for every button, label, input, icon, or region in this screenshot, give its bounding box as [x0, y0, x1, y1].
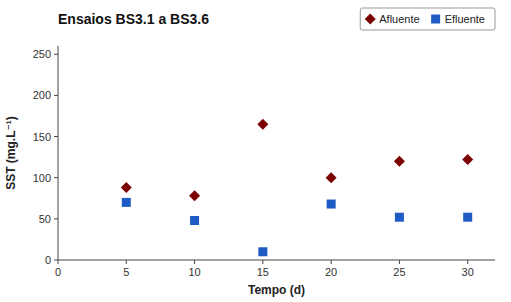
x-tick-label: 15 [257, 266, 269, 278]
y-tick [54, 136, 58, 137]
point [395, 213, 404, 222]
x-tick [126, 260, 127, 264]
series [121, 119, 473, 202]
title: Ensaios BS3.1 a BS3.6 [58, 11, 209, 27]
x-tick [58, 260, 59, 264]
point [189, 190, 200, 201]
point [462, 154, 473, 165]
x-tick-label: 0 [55, 266, 61, 278]
x-tick-label: 20 [325, 266, 337, 278]
x-tick [467, 260, 468, 264]
point [326, 172, 337, 183]
y-tick [54, 95, 58, 96]
x-tick-label: 5 [123, 266, 129, 278]
point [327, 200, 336, 209]
x-tick-label: 25 [393, 266, 405, 278]
legend: Afluente Efluente [360, 8, 495, 30]
axes: 0 5 10 15 20 25 30 0 50 100 150 200 250 [33, 46, 495, 278]
legend-label: Efluente [445, 13, 485, 25]
legend-box [360, 8, 495, 30]
legend-label: Afluente [379, 13, 419, 25]
point [463, 213, 472, 222]
y-tick-label: 200 [33, 89, 51, 101]
point [190, 216, 199, 225]
point [257, 119, 268, 130]
x-tick [331, 260, 332, 264]
y-tick-label: 100 [33, 172, 51, 184]
page: {"chart_data": {"type": "scatter", "titl… [0, 0, 511, 302]
point [122, 198, 131, 207]
y-axis-label: SST (mg.L⁻¹) [4, 116, 18, 190]
legend-marker [365, 14, 376, 25]
legend-marker [431, 15, 440, 24]
y-tick [54, 260, 58, 261]
points [121, 119, 473, 257]
y-tick-label: 0 [45, 254, 51, 266]
x-tick [194, 260, 195, 264]
chart: 0 5 10 15 20 25 30 0 50 100 150 200 250 Tempo (d) SST … [0, 0, 511, 302]
point [121, 182, 132, 193]
y-tick [54, 218, 58, 219]
y-tick [54, 177, 58, 178]
x-axis-label: Tempo (d) [248, 283, 305, 297]
point [394, 156, 405, 167]
y-tick-label: 50 [39, 213, 51, 225]
x-tick-label: 10 [188, 266, 200, 278]
x-tick [399, 260, 400, 264]
x-axis-line [58, 260, 495, 261]
point [258, 247, 267, 256]
series [122, 198, 472, 256]
y-tick-label: 250 [33, 48, 51, 60]
x-tick [262, 260, 263, 264]
y-tick [54, 54, 58, 55]
y-axis-line [58, 46, 59, 260]
chart-container: 0 5 10 15 20 25 30 0 50 100 150 200 250 Tempo (d) SST … [0, 0, 511, 302]
x-tick-label: 30 [462, 266, 474, 278]
y-tick-label: 150 [33, 131, 51, 143]
